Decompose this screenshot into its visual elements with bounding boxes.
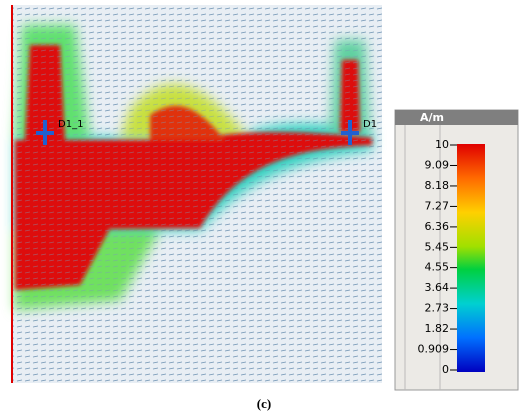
colorbar-tick-label: 7.27 (425, 199, 450, 212)
colorbar-tick-label: 0.909 (418, 343, 450, 356)
caption: (c) (257, 396, 271, 411)
figure: D1_1 D1 A/m (c) 10 9.09 8.18 7.27 6.36 5.45 4.… (0, 0, 528, 418)
port-left-label: D1_1 (58, 119, 83, 130)
colorbar-tick-label: 8.18 (425, 179, 450, 192)
colorbar-tick-label: 5.45 (425, 240, 450, 253)
port-right-label: D1 (363, 119, 377, 130)
colorbar-tick-label: 2.73 (425, 302, 450, 315)
colorbar-unit: A/m (420, 111, 444, 124)
colorbar-tick-label: 3.64 (425, 281, 450, 294)
colorbar-tick-label: 10 (435, 138, 449, 151)
colorbar (457, 144, 485, 372)
colorbar-tick-label: 9.09 (425, 158, 450, 171)
colorbar-tick-label: 0 (442, 363, 449, 376)
colorbar-tick-label: 6.36 (425, 220, 450, 233)
colorbar-tick-label: 1.82 (425, 322, 450, 335)
field-plot: D1_1 D1 (12, 5, 382, 383)
colorbar-panel: A/m (395, 110, 518, 390)
colorbar-tick-label: 4.55 (425, 261, 450, 274)
